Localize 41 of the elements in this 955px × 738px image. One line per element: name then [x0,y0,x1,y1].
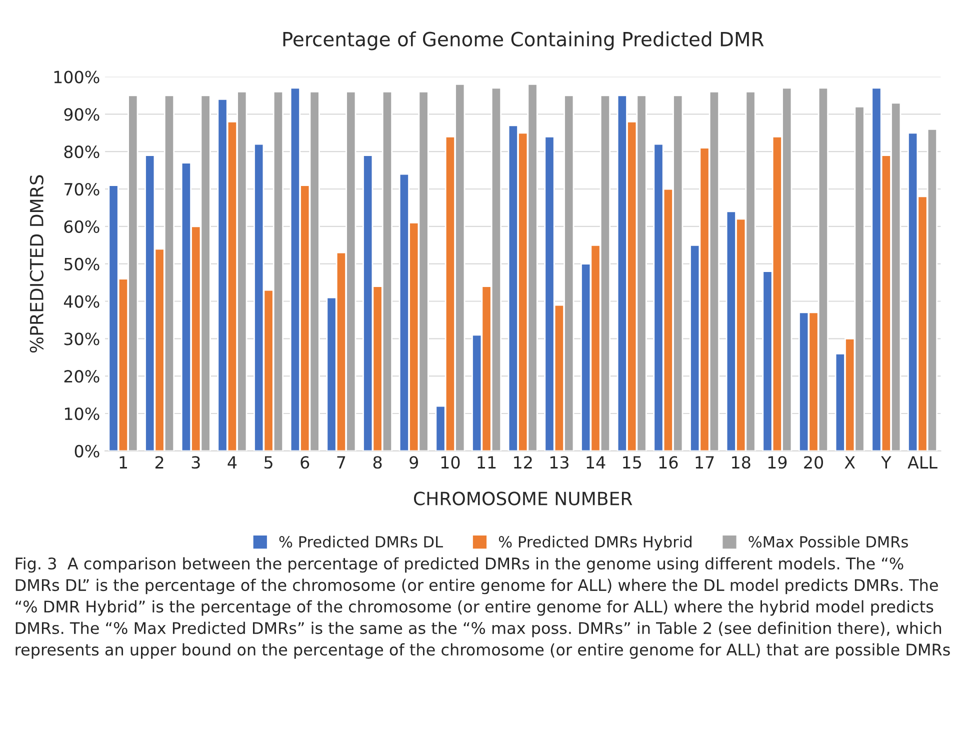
x-tick-label: 17 [696,456,714,468]
x-tick-label: X [844,456,856,468]
x-tick-label: 4 [228,456,237,468]
x-tick-label: 18 [732,456,750,469]
x-tick-label: 8 [373,456,382,469]
legend-label: % Predicted DMRs DL [279,536,443,548]
y-tick-label: 10% [64,407,100,420]
chart-title: Percentage of Genome Containing Predicted DMR [283,31,764,50]
x-tick-label: 15 [623,456,642,469]
y-tick-label: 70% [64,182,100,196]
y-tick-label: 20% [64,370,100,383]
x-tick-label: 5 [264,456,272,469]
x-tick-label: 1 [120,456,127,468]
y-tick-label: 0% [74,444,100,458]
y-tick-label: 80% [64,146,100,158]
y-tick-label: 40% [64,295,100,308]
legend-label: %Max Possible DMRs [748,536,908,548]
y-axis-title: %PREDICTED DMRS [30,175,44,353]
caption: Fig. 3 A comparison between the percentage of predicted DMRs in the genome using different models. The “% DMRs DL” is the percentage of the chromosome (or entire genome for ALL) where the DL model predicts DMRs. The “% DMR Hybrid” is the percentage of the chromosome (or entire genome for ALL) where the hybrid model predicts DMRs. The “% Max Predicted DMRs” is the same as the “% max poss. DMRs” in Table 2 (see definition there), which represents an upper bound on the percentage of the chromosome (or entire genome for ALL) that are possible DMRs [16,557,950,659]
x-tick-label: ALL [908,456,938,468]
x-tick-label: 13 [550,456,568,469]
y-tick-label: 50% [64,258,100,270]
x-tick-label: 14 [586,456,606,468]
y-tick-label: 30% [64,332,100,346]
x-tick-label: 11 [478,456,496,468]
y-tick-label: 60% [64,220,100,233]
legend-label: % Predicted DMRs Hybrid [498,536,692,551]
x-tick-label: 19 [768,456,787,469]
x-tick-label: 3 [192,456,200,469]
x-tick-label: Y [881,456,892,468]
x-tick-label: 9 [410,456,418,469]
x-tick-label: 12 [514,456,532,468]
x-tick-label: 16 [659,456,678,469]
x-tick-label: 2 [155,456,164,468]
x-tick-label: 6 [300,456,310,469]
x-axis-title: CHROMOSOME NUMBER [414,492,632,506]
x-tick-label: 10 [441,456,460,469]
y-tick-label: 90% [64,108,100,121]
x-tick-label: 7 [337,456,346,468]
x-tick-label: 20 [804,456,824,469]
y-tick-label: 100% [54,70,100,84]
